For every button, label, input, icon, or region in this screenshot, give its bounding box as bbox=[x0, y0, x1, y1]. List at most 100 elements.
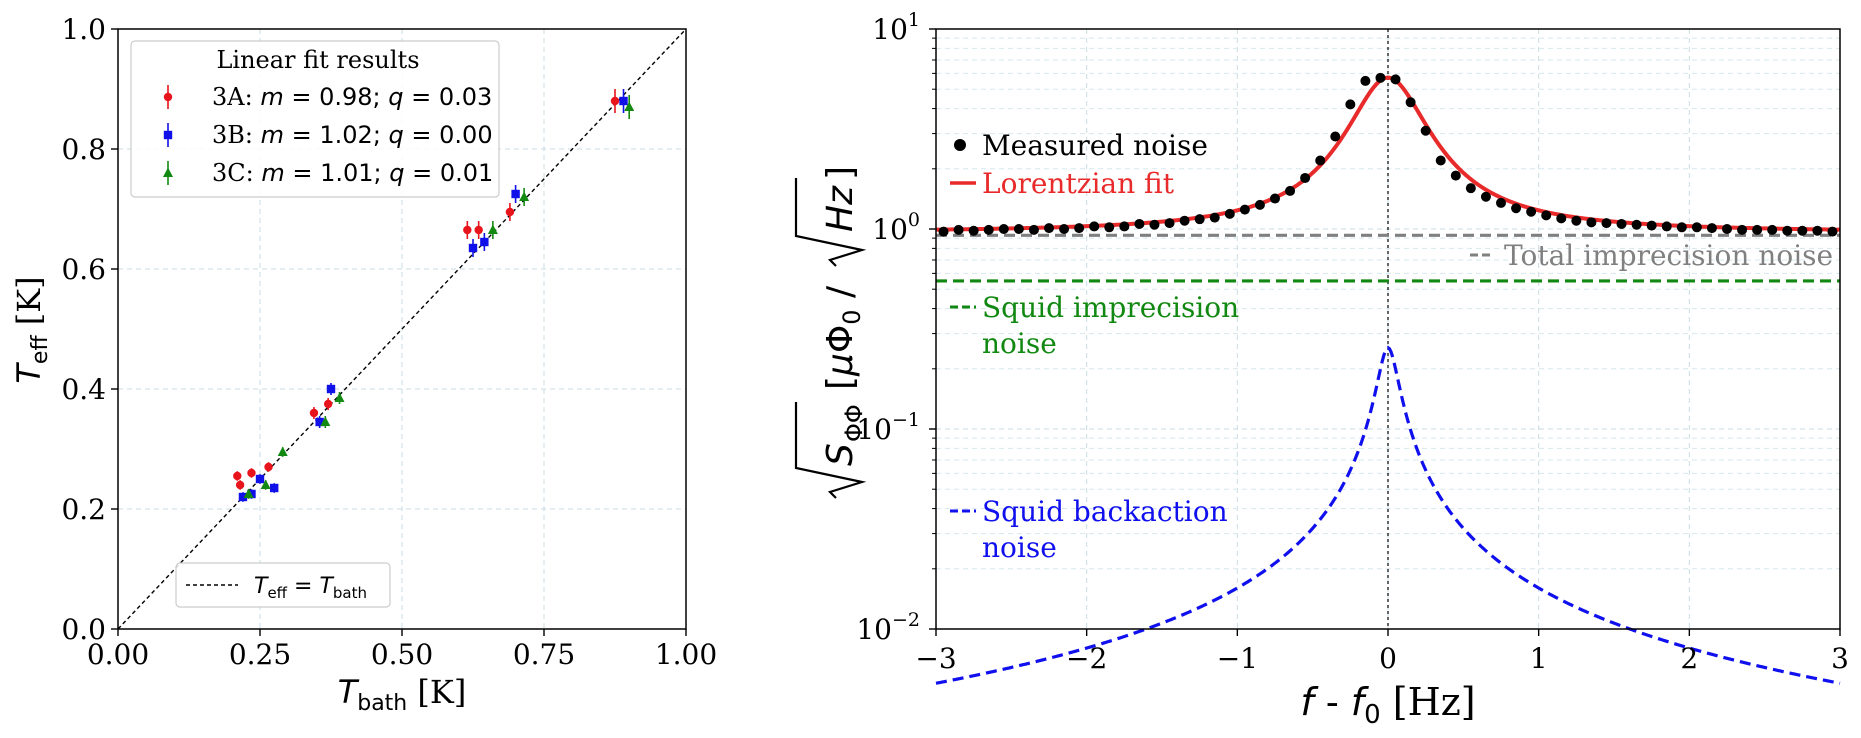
right-panel: −3 −2 −1 0 1 2 3 10−2 10−1 100 101 f - f0 [Hz] S Φ… bbox=[794, 9, 1849, 730]
measured-noise-point bbox=[938, 226, 949, 237]
measured-noise-point bbox=[1074, 223, 1085, 234]
data-point bbox=[326, 383, 336, 395]
measured-noise-point bbox=[1556, 213, 1567, 224]
point-marker bbox=[468, 243, 478, 253]
point-marker bbox=[323, 399, 333, 409]
data-point bbox=[505, 203, 515, 221]
measured-noise-point bbox=[1375, 72, 1386, 83]
point-marker bbox=[260, 479, 271, 489]
measured-noise-point bbox=[1511, 203, 1522, 214]
right-x-tick-label: −2 bbox=[1066, 642, 1107, 675]
measured-noise-point bbox=[1209, 212, 1220, 223]
measured-noise-point bbox=[1390, 74, 1401, 85]
left-data-points bbox=[233, 89, 635, 502]
reference-line bbox=[117, 28, 687, 630]
measured-noise-point bbox=[1179, 215, 1190, 226]
left-x-tick-label: 0.00 bbox=[87, 638, 149, 671]
measured-noise-point bbox=[968, 225, 979, 236]
measured-noise-point bbox=[1465, 183, 1476, 194]
measured-noise-point bbox=[953, 224, 964, 235]
measured-noise-point bbox=[1706, 223, 1717, 234]
point-marker bbox=[624, 101, 635, 111]
measured-noise-point bbox=[1661, 221, 1672, 232]
svg-text:]: ] bbox=[820, 166, 861, 180]
point-marker bbox=[505, 207, 515, 217]
point-marker bbox=[270, 483, 279, 493]
measured-noise-point bbox=[1104, 222, 1115, 233]
right-y-tick-label: 100 bbox=[872, 209, 920, 246]
left-x-tick-label: 0.25 bbox=[229, 638, 291, 671]
data-point bbox=[260, 479, 271, 490]
measured-noise-point bbox=[1315, 155, 1326, 166]
measured-noise-point bbox=[1224, 208, 1235, 219]
data-point bbox=[463, 221, 472, 239]
measured-noise-point bbox=[998, 224, 1009, 234]
data-point bbox=[487, 221, 498, 239]
data-point bbox=[624, 95, 635, 119]
legend-entry: 3C: m = 1.01; q = 0.01 bbox=[163, 159, 493, 187]
measured-noise-point bbox=[1691, 222, 1702, 233]
right-y-tick-label: 10−1 bbox=[856, 409, 920, 446]
measured-noise-point bbox=[1752, 224, 1763, 235]
reference-legend-label: Teff = Tbath bbox=[254, 574, 367, 602]
point-marker bbox=[474, 225, 483, 235]
measured-noise-point bbox=[1496, 197, 1506, 208]
left-y-tick-label: 0.0 bbox=[61, 613, 106, 646]
measured-noise-legend-marker bbox=[954, 139, 966, 151]
lorentzian-fit-label: Lorentzian fit bbox=[982, 167, 1175, 200]
left-y-tick-label: 0.8 bbox=[61, 133, 106, 166]
measured-noise-point bbox=[1164, 218, 1175, 229]
right-x-tick-label: 2 bbox=[1680, 642, 1698, 675]
point-marker bbox=[264, 462, 273, 472]
measured-noise-point bbox=[1149, 219, 1160, 230]
measured-noise-point bbox=[1059, 224, 1070, 234]
measured-noise-point bbox=[1586, 217, 1597, 228]
point-marker bbox=[255, 474, 265, 484]
point-marker bbox=[277, 446, 288, 456]
point-marker bbox=[233, 471, 242, 481]
point-marker bbox=[235, 480, 245, 490]
measured-noise-point bbox=[1631, 219, 1642, 230]
measured-noise-point bbox=[1345, 99, 1356, 110]
legend-marker bbox=[163, 167, 173, 177]
measured-noise-point bbox=[1767, 224, 1778, 235]
left-x-tick-label: 0.75 bbox=[513, 638, 575, 671]
legend-label: 3B: m = 1.02; q = 0.00 bbox=[212, 121, 493, 149]
legend-entry: 3B: m = 1.02; q = 0.00 bbox=[163, 121, 493, 149]
left-y-tick-label: 1.0 bbox=[61, 13, 106, 46]
measured-noise-point bbox=[1541, 210, 1552, 221]
measured-noise-point bbox=[1254, 199, 1265, 210]
data-point bbox=[474, 221, 483, 239]
data-point bbox=[323, 398, 333, 410]
data-point bbox=[264, 462, 273, 472]
measured-noise-point bbox=[1601, 218, 1612, 229]
svg-text:Hz: Hz bbox=[820, 185, 861, 232]
legend-label: 3A: m = 0.98; q = 0.03 bbox=[212, 83, 492, 111]
data-point bbox=[309, 407, 319, 419]
measured-noise-point bbox=[983, 224, 994, 235]
measured-noise-point bbox=[1646, 220, 1657, 231]
point-marker bbox=[326, 384, 336, 394]
measured-noise-point bbox=[1013, 224, 1024, 234]
left-ylabel: Teff [K] bbox=[10, 276, 53, 383]
measured-noise-point bbox=[1812, 225, 1823, 236]
measured-noise-point bbox=[1616, 218, 1627, 229]
right-annotations: Measured noise Lorentzian fit Total impr… bbox=[950, 129, 1833, 564]
point-marker bbox=[610, 96, 620, 106]
measured-noise-point bbox=[1827, 226, 1838, 237]
left-y-tick-label: 0.4 bbox=[61, 373, 106, 406]
point-marker bbox=[463, 225, 472, 235]
measured-noise-point bbox=[1119, 221, 1130, 232]
measured-noise-point bbox=[1782, 225, 1793, 236]
squid-backaction-label: Squid backaction noise bbox=[982, 495, 1228, 564]
data-point bbox=[255, 474, 265, 484]
squid-backaction-curve bbox=[935, 345, 1841, 685]
measured-noise-point bbox=[1450, 170, 1461, 181]
measured-noise-point bbox=[1435, 155, 1446, 166]
data-point bbox=[315, 416, 324, 428]
legend-title: Linear fit results bbox=[216, 46, 419, 74]
measured-noise-point bbox=[1676, 222, 1687, 233]
right-ticks: −3 −2 −1 0 1 2 3 10−2 10−1 100 101 bbox=[856, 9, 1849, 675]
svg-text:S: S bbox=[820, 443, 861, 466]
